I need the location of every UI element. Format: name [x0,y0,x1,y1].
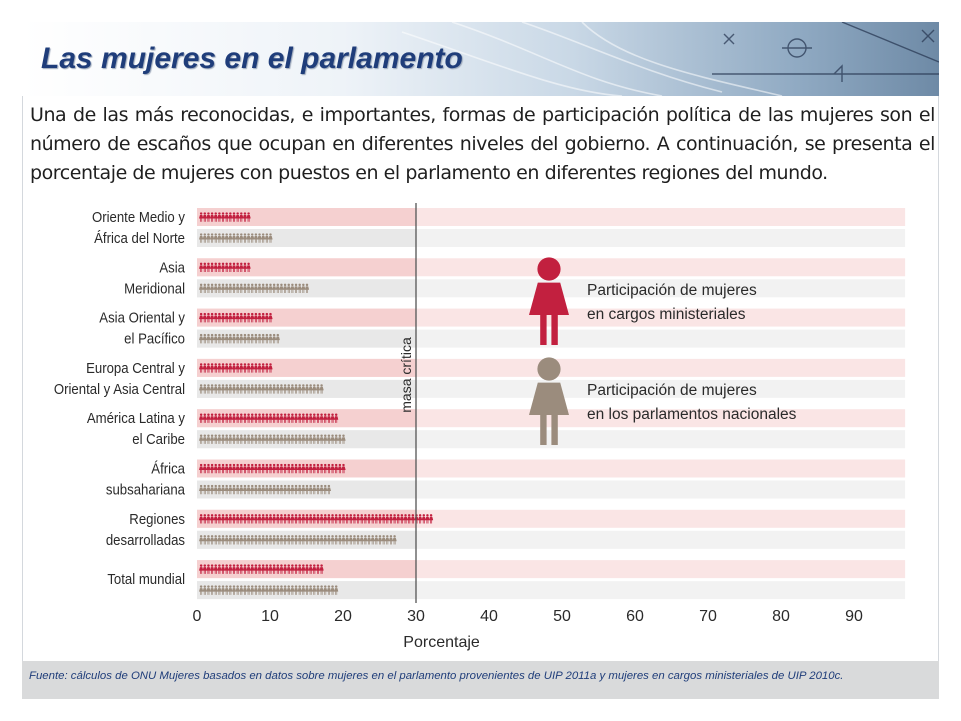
critical-mass-line: masa crítica [398,203,417,603]
category-label: América Latina y [87,409,186,426]
x-tick-label: 60 [626,608,644,625]
women-parliament-chart: Oriente Medio y África del Norte Asia Merid… [54,203,906,651]
reference-line-label: masa crítica [398,337,414,413]
category-label: Oriente Medio y [92,208,186,225]
category-label: Total mundial [107,570,185,587]
legend-label: Participación de mujeres [587,382,757,399]
row-band-strong [197,208,416,226]
x-axis: 0 10 20 30 40 50 60 70 80 90 Porcentaje [193,608,863,651]
legend-label: en los parlamentos nacionales [587,406,797,423]
category-label: África del Norte [94,229,185,246]
row-band-strong [197,258,416,277]
x-tick-label: 50 [553,608,571,625]
category-label: Europa Central y [86,359,186,376]
legend-label: Participación de mujeres [587,282,757,299]
category-label: desarrolladas [106,531,185,548]
category-label: Meridional [124,279,185,296]
legend: Participación de mujeres en cargos minist… [529,257,797,445]
category-label: el Pacífico [124,330,185,347]
banner-decoration [401,22,939,96]
x-tick-label: 20 [334,608,352,625]
x-axis-label: Porcentaje [403,634,480,651]
x-tick-label: 70 [699,608,717,625]
category-label: Asia Oriental y [99,309,186,326]
source-footer: Fuente: cálculos de ONU Mujeres basados … [22,661,939,699]
x-tick-label: 40 [480,608,498,625]
title-banner [22,22,939,96]
category-label: Asia [159,258,185,275]
category-label: Regiones [129,510,185,527]
x-tick-label: 30 [407,608,425,625]
category-label: Oriental y Asia Central [54,380,185,397]
page-title: Las mujeres en el parlamento [41,42,463,75]
x-tick-label: 10 [261,608,279,625]
x-tick-label: 90 [845,608,863,625]
x-tick-label: 80 [772,608,790,625]
category-label: el Caribe [132,430,185,447]
category-label: subsahariana [106,481,185,498]
intro-paragraph: Una de las más reconocidas, e importante… [30,104,935,184]
x-tick-label: 0 [193,608,202,625]
category-labels: Oriente Medio y África del Norte Asia Merid… [54,208,186,587]
category-label: África [151,460,185,477]
legend-label: en cargos ministeriales [587,306,746,323]
